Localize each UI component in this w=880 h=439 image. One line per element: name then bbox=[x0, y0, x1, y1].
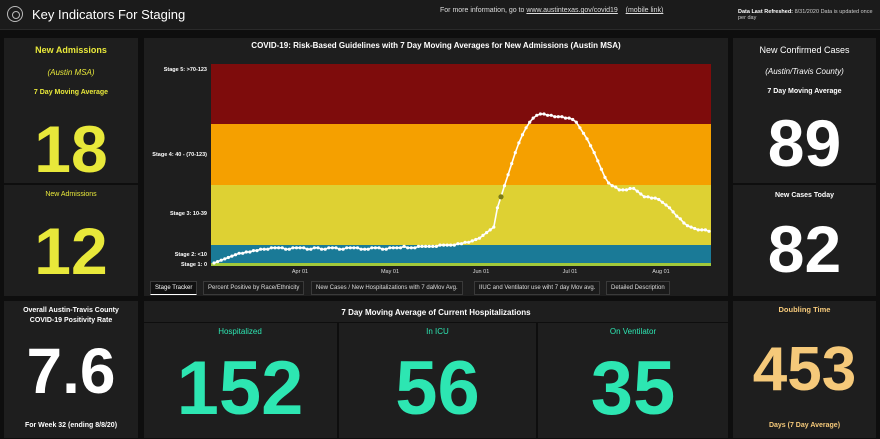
stage-chart-panel bbox=[144, 38, 728, 296]
metric-label: On Ventilator bbox=[609, 327, 657, 336]
tab-percent-positive[interactable]: Percent Positive by Race/Ethnicity bbox=[203, 281, 305, 295]
moving-average-label: 7 Day Moving Average bbox=[33, 89, 109, 96]
chart-title: COVID-19: Risk-Based Guidelines with 7 D… bbox=[251, 41, 621, 50]
moving-average-value: 18 bbox=[34, 112, 108, 186]
city-seal-icon bbox=[7, 6, 23, 22]
cases-average-value: 89 bbox=[767, 106, 842, 180]
hospitalizations-title: 7 Day Moving Average of Current Hospital… bbox=[341, 308, 531, 317]
mobile-link[interactable]: (mobile link) bbox=[625, 7, 664, 14]
tab-new-cases-hospitalizations[interactable]: New Cases / New Hospitalizations with 7 … bbox=[311, 281, 463, 295]
refresh-note: Data is updated once per day bbox=[738, 9, 873, 21]
doubling-time-title: Doubling Time bbox=[778, 305, 831, 314]
refresh-info: Data Last Refreshed: 8/31/2020 Data is u… bbox=[738, 9, 880, 21]
doubling-time-value: 453 bbox=[752, 335, 857, 404]
divider bbox=[536, 323, 538, 438]
refresh-date: 8/31/2020 bbox=[794, 9, 820, 15]
metric-label: Hospitalized bbox=[218, 327, 262, 336]
divider bbox=[337, 323, 339, 438]
divider bbox=[733, 183, 876, 185]
metric-value: 56 bbox=[395, 346, 480, 431]
doubling-time-footer: Days (7 Day Average) bbox=[768, 422, 841, 429]
cases-today-value: 82 bbox=[767, 212, 842, 286]
divider bbox=[4, 183, 138, 185]
new-admissions-panel: New Admissions (Austin MSA) 7 Day Moving… bbox=[4, 38, 138, 296]
positivity-value: 7.6 bbox=[26, 335, 116, 407]
metric-icu: In ICU 56 bbox=[339, 323, 536, 438]
tab-detailed-description[interactable]: Detailed Description bbox=[606, 281, 670, 295]
new-admissions-title: New Admissions bbox=[35, 45, 107, 55]
cases-today-label: New Cases Today bbox=[774, 192, 834, 199]
top-header: Key Indicators For Staging For more info… bbox=[0, 0, 880, 30]
new-cases-subtitle: (Austin/Travis County) bbox=[765, 67, 844, 76]
positivity-footer: For Week 32 (ending 8/8/20) bbox=[24, 422, 118, 429]
doubling-time-panel: Doubling Time 453 Days (7 Day Average) bbox=[733, 301, 876, 438]
metric-value: 35 bbox=[590, 346, 676, 431]
info-line: For more information, go to www.austinte… bbox=[440, 7, 663, 14]
hospitalizations-panel: 7 Day Moving Average of Current Hospital… bbox=[144, 301, 728, 438]
cases-average-label: 7 Day Moving Average bbox=[767, 88, 842, 95]
metric-ventilator: On Ventilator 35 bbox=[538, 323, 728, 438]
tab-icu-ventilator[interactable]: IIUC and Ventilator use wiht 7 day Mov a… bbox=[474, 281, 601, 295]
metric-hospitalized: Hospitalized 152 bbox=[144, 323, 336, 438]
new-admissions-value: 12 bbox=[34, 214, 108, 288]
new-admissions-label: New Admissions bbox=[45, 191, 97, 198]
metric-label: In ICU bbox=[426, 327, 449, 336]
positivity-title-1: Overall Austin-Travis County bbox=[23, 307, 119, 314]
divider bbox=[144, 322, 728, 323]
app-title: Key Indicators For Staging bbox=[32, 7, 186, 22]
new-cases-title: New Confirmed Cases bbox=[759, 45, 850, 55]
positivity-panel: Overall Austin-Travis County COVID-19 Po… bbox=[4, 301, 138, 438]
positivity-title-2: COVID-19 Positivity Rate bbox=[29, 317, 113, 324]
metric-value: 152 bbox=[176, 346, 304, 431]
new-admissions-subtitle: (Austin MSA) bbox=[47, 68, 95, 77]
info-prefix: For more information, go to bbox=[440, 7, 525, 14]
new-cases-panel: New Confirmed Cases (Austin/Travis Count… bbox=[733, 38, 876, 296]
refresh-label: Data Last Refreshed: bbox=[738, 9, 794, 15]
tab-stage-tracker[interactable]: Stage Tracker bbox=[150, 281, 198, 295]
covid19-link[interactable]: www.austintexas.gov/covid19 bbox=[526, 7, 618, 14]
